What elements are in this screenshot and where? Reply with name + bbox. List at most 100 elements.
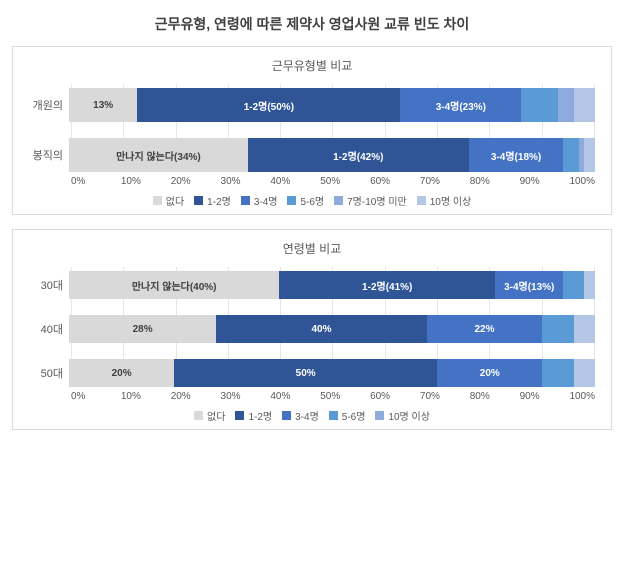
legend-label: 3-4명: [254, 193, 278, 208]
chart2-legend: 없다 1-2명 3-4명 5-6명 10명 이상: [21, 408, 603, 423]
legend-item: 5-6명: [329, 408, 366, 423]
legend-swatch: [334, 196, 343, 205]
x-tick: 40%: [270, 391, 320, 402]
bar-segment: 만나지 않는다(34%): [69, 138, 248, 172]
bar-track: 13%1-2명(50%)3-4명(23%): [69, 88, 595, 122]
x-tick: 20%: [171, 391, 221, 402]
chart-work-type: 근무유형별 비교 개원의13%1-2명(50%)3-4명(23%)봉직의만나지 …: [12, 46, 612, 215]
legend-label: 없다: [166, 193, 184, 208]
bar-segment: [563, 138, 579, 172]
bar-segment: 3-4명(23%): [400, 88, 521, 122]
bar-segment: 3-4명(18%): [469, 138, 564, 172]
chart1-legend: 없다 1-2명 3-4명 5-6명 7명-10명 미만 10명 이상: [21, 193, 603, 208]
legend-swatch: [287, 196, 296, 205]
bar-row: 봉직의만나지 않는다(34%)1-2명(42%)3-4명(18%): [71, 138, 595, 172]
bar-row: 개원의13%1-2명(50%)3-4명(23%): [71, 88, 595, 122]
bar-segment: 1-2명(41%): [279, 271, 495, 299]
bar-track: 만나지 않는다(40%)1-2명(41%)3-4명(13%): [69, 271, 595, 299]
bar-segment: [542, 359, 574, 387]
legend-label: 1-2명: [248, 408, 272, 423]
bar-segment: 만나지 않는다(40%): [69, 271, 279, 299]
bar-segment: [542, 315, 574, 343]
legend-label: 5-6명: [342, 408, 366, 423]
legend-swatch: [241, 196, 250, 205]
bar-segment: [563, 271, 584, 299]
y-label: 개원의: [21, 97, 63, 113]
bar-row: 40대28%40%22%: [71, 315, 595, 343]
legend-swatch: [282, 411, 291, 420]
x-tick: 30%: [221, 176, 271, 187]
x-tick: 0%: [71, 176, 121, 187]
bar-segment: [584, 271, 595, 299]
legend-item: 5-6명: [287, 193, 324, 208]
bar-segment: [574, 359, 595, 387]
page-title: 근무유형, 연령에 따른 제약사 영업사원 교류 빈도 차이: [12, 14, 612, 34]
x-tick: 100%: [569, 176, 595, 187]
legend-label: 없다: [207, 408, 225, 423]
x-tick: 60%: [370, 176, 420, 187]
x-tick: 70%: [420, 391, 470, 402]
x-tick: 60%: [370, 391, 420, 402]
x-tick: 0%: [71, 391, 121, 402]
bar-track: 20%50%20%: [69, 359, 595, 387]
x-tick: 100%: [569, 391, 595, 402]
x-tick: 40%: [270, 176, 320, 187]
bar-row: 30대만나지 않는다(40%)1-2명(41%)3-4명(13%): [71, 271, 595, 299]
bar-segment: 3-4명(13%): [495, 271, 563, 299]
x-tick: 90%: [520, 176, 570, 187]
legend-label: 5-6명: [300, 193, 324, 208]
legend-swatch: [235, 411, 244, 420]
x-tick: 80%: [470, 176, 520, 187]
bar-segment: 40%: [216, 315, 426, 343]
legend-swatch: [375, 411, 384, 420]
x-tick: 30%: [221, 391, 271, 402]
bar-segment: [558, 88, 574, 122]
legend-label: 7명-10명 미만: [347, 193, 407, 208]
legend-item: 7명-10명 미만: [334, 193, 407, 208]
bar-row: 50대20%50%20%: [71, 359, 595, 387]
bar-segment: 1-2명(42%): [248, 138, 469, 172]
x-tick: 20%: [171, 176, 221, 187]
bar-segment: 1-2명(50%): [137, 88, 400, 122]
bar-segment: [574, 315, 595, 343]
bar-segment: 20%: [437, 359, 542, 387]
legend-item: 1-2명: [235, 408, 272, 423]
x-tick: 50%: [320, 176, 370, 187]
bar-segment: 50%: [174, 359, 437, 387]
bar-track: 만나지 않는다(34%)1-2명(42%)3-4명(18%): [69, 138, 595, 172]
legend-swatch: [194, 411, 203, 420]
legend-swatch: [417, 196, 426, 205]
bar-segment: [521, 88, 558, 122]
bar-track: 28%40%22%: [69, 315, 595, 343]
legend-item: 10명 이상: [375, 408, 430, 423]
legend-item: 없다: [194, 408, 225, 423]
chart2-subtitle: 연령별 비교: [21, 240, 603, 257]
legend-label: 3-4명: [295, 408, 319, 423]
legend-label: 1-2명: [207, 193, 231, 208]
legend-label: 10명 이상: [430, 193, 472, 208]
y-label: 봉직의: [21, 147, 63, 163]
x-tick: 80%: [470, 391, 520, 402]
legend-item: 1-2명: [194, 193, 231, 208]
bar-segment: 22%: [427, 315, 543, 343]
x-tick: 50%: [320, 391, 370, 402]
chart1-subtitle: 근무유형별 비교: [21, 57, 603, 74]
x-tick: 90%: [520, 391, 570, 402]
x-tick: 10%: [121, 391, 171, 402]
chart1-area: 개원의13%1-2명(50%)3-4명(23%)봉직의만나지 않는다(34%)1…: [21, 84, 603, 172]
legend-label: 10명 이상: [388, 408, 430, 423]
y-label: 50대: [21, 365, 63, 381]
chart2-xaxis: 0%10%20%30%40%50%60%70%80%90%100%: [21, 387, 603, 402]
chart-age: 연령별 비교 30대만나지 않는다(40%)1-2명(41%)3-4명(13%)…: [12, 229, 612, 430]
bar-segment: 28%: [69, 315, 216, 343]
bar-segment: 20%: [69, 359, 174, 387]
y-label: 30대: [21, 277, 63, 293]
x-tick: 70%: [420, 176, 470, 187]
legend-item: 없다: [153, 193, 184, 208]
legend-swatch: [153, 196, 162, 205]
y-label: 40대: [21, 321, 63, 337]
chart2-area: 30대만나지 않는다(40%)1-2명(41%)3-4명(13%)40대28%4…: [21, 267, 603, 387]
legend-swatch: [329, 411, 338, 420]
legend-item: 3-4명: [241, 193, 278, 208]
legend-item: 3-4명: [282, 408, 319, 423]
